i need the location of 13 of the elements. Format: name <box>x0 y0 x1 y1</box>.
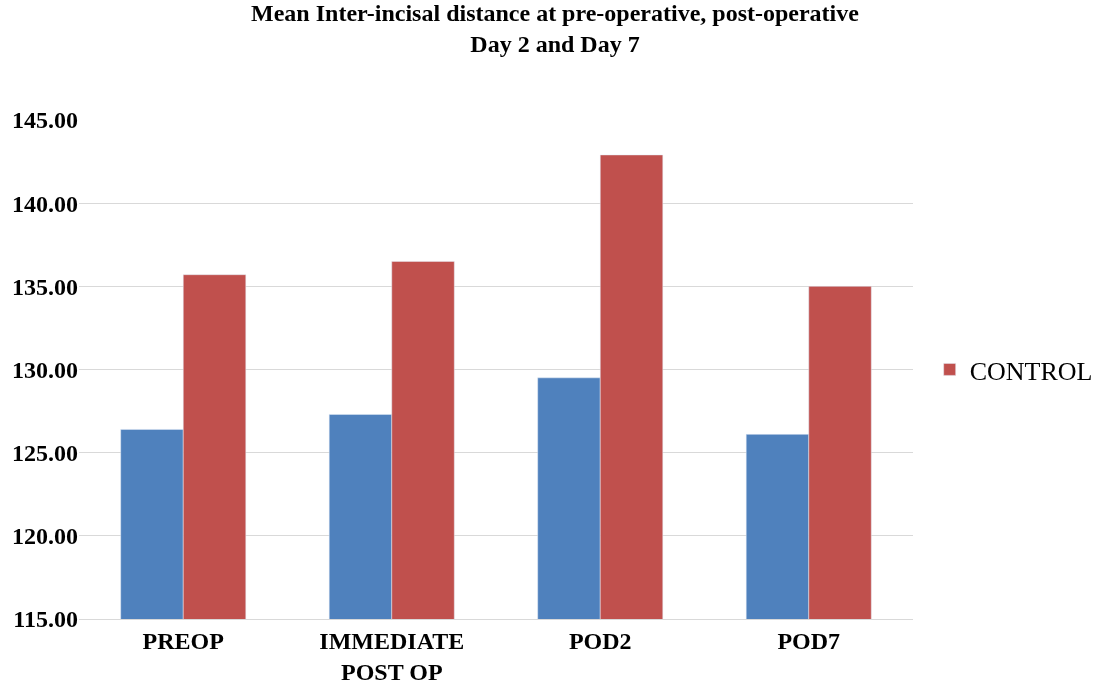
y-tick-label: 115.00 <box>13 606 78 633</box>
x-tick-label: PREOP <box>142 627 224 654</box>
x-tick-label: IMMEDIATE POST OP <box>319 627 465 685</box>
x-tick-label: POD7 <box>777 627 841 654</box>
legend-label: CONTROL <box>969 356 1093 386</box>
x-tick-label: POD2 <box>568 627 632 654</box>
y-tick-label: 140.00 <box>12 190 78 217</box>
chart-title: Mean Inter-incisal distance at pre-operative, post-operative Day 2 and Day 7 <box>251 0 860 58</box>
y-tick-label: 145.00 <box>12 107 78 134</box>
y-tick-label: 135.00 <box>12 273 78 300</box>
y-tick-label: 130.00 <box>12 356 78 383</box>
y-tick-label: 125.00 <box>12 440 78 467</box>
y-tick-label: 120.00 <box>12 523 78 550</box>
